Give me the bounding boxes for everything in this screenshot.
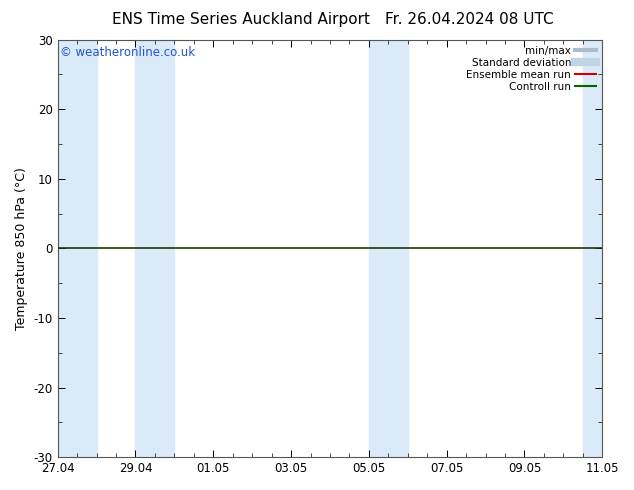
Bar: [58, 40, 96, 457]
Bar: [136, 40, 174, 457]
Text: ENS Time Series Auckland Airport: ENS Time Series Auckland Airport: [112, 12, 370, 27]
Text: Fr. 26.04.2024 08 UTC: Fr. 26.04.2024 08 UTC: [385, 12, 553, 27]
Y-axis label: Temperature 850 hPa (°C): Temperature 850 hPa (°C): [15, 167, 28, 330]
Bar: [369, 40, 408, 457]
Bar: [583, 40, 622, 457]
Text: © weatheronline.co.uk: © weatheronline.co.uk: [60, 46, 195, 59]
Legend: min/max, Standard deviation, Ensemble mean run, Controll run: min/max, Standard deviation, Ensemble me…: [462, 42, 600, 96]
